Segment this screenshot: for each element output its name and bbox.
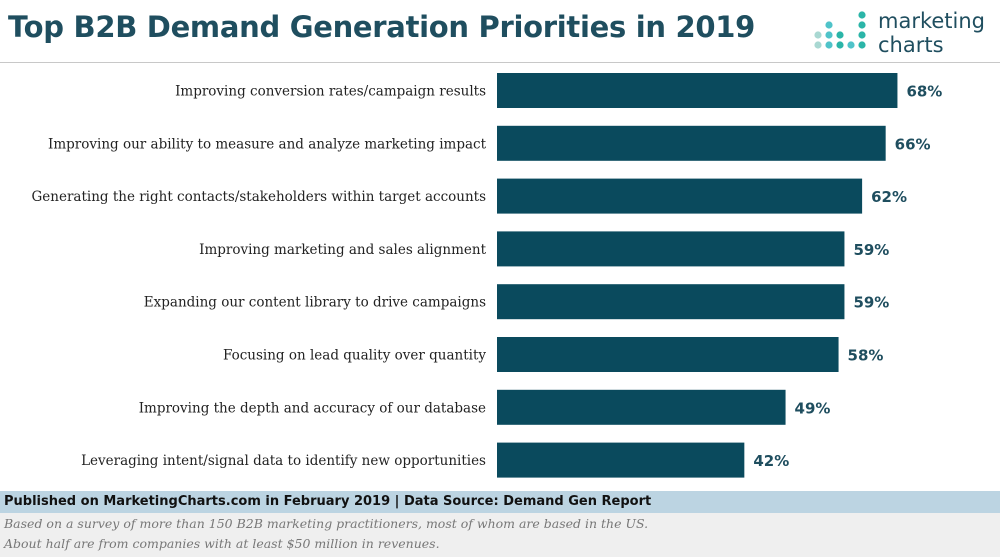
logo-dot [836,41,844,49]
logo-dot [825,41,833,49]
bar [497,125,886,161]
chart-title: Top B2B Demand Generation Priorities in … [8,10,756,44]
source-bar: Published on MarketingCharts.com in Febr… [0,491,1000,513]
bar [497,284,845,320]
logo-dot [847,41,855,49]
category-label: Improving the depth and accuracy of our … [139,400,486,416]
category-label: Improving our ability to measure and ana… [48,136,487,152]
logo-text: marketing charts [878,9,985,57]
value-label: 49% [795,399,831,417]
value-label: 58% [848,347,884,365]
category-label: Expanding our content library to drive c… [144,295,486,311]
category-label: Improving conversion rates/campaign resu… [175,84,486,100]
logo-dot [858,21,866,29]
survey-note-1: Based on a survey of more than 150 B2B m… [4,516,649,531]
logo-line-2: charts [878,33,944,57]
logo-dots-icon [814,11,866,49]
marketingcharts-logo: marketing charts [812,8,997,60]
category-label: Leveraging intent/signal data to identif… [81,453,486,469]
logo-dot [825,21,833,29]
title-divider [0,62,1000,63]
value-label: 59% [853,294,889,312]
logo-line-1: marketing [878,9,985,33]
category-label: Focusing on lead quality over quantity [223,348,486,364]
logo-dot [858,31,866,39]
value-label: 59% [853,241,889,259]
bar-chart: Improving conversion rates/campaign resu… [32,73,942,478]
logo-dot [858,11,866,19]
survey-note-2: About half are from companies with at le… [4,536,440,551]
bar [497,442,745,478]
logo-dot [836,31,844,39]
bar [497,73,898,108]
source-text: Published on MarketingCharts.com in Febr… [4,494,652,509]
category-label: Improving marketing and sales alignment [199,242,486,258]
survey-notes: Based on a survey of more than 150 B2B m… [0,513,1000,557]
logo-dot [825,31,833,39]
bar [497,231,845,267]
logo-dot [814,31,822,39]
value-label: 68% [906,83,942,101]
logo-dot [858,41,866,49]
value-label: 62% [871,188,907,206]
value-label: 66% [895,135,931,153]
logo-dot [814,41,822,49]
category-label: Generating the right contacts/stakeholde… [32,189,487,205]
value-label: 42% [753,452,789,470]
bar [497,178,863,214]
bar [497,389,786,425]
bar [497,337,839,372]
